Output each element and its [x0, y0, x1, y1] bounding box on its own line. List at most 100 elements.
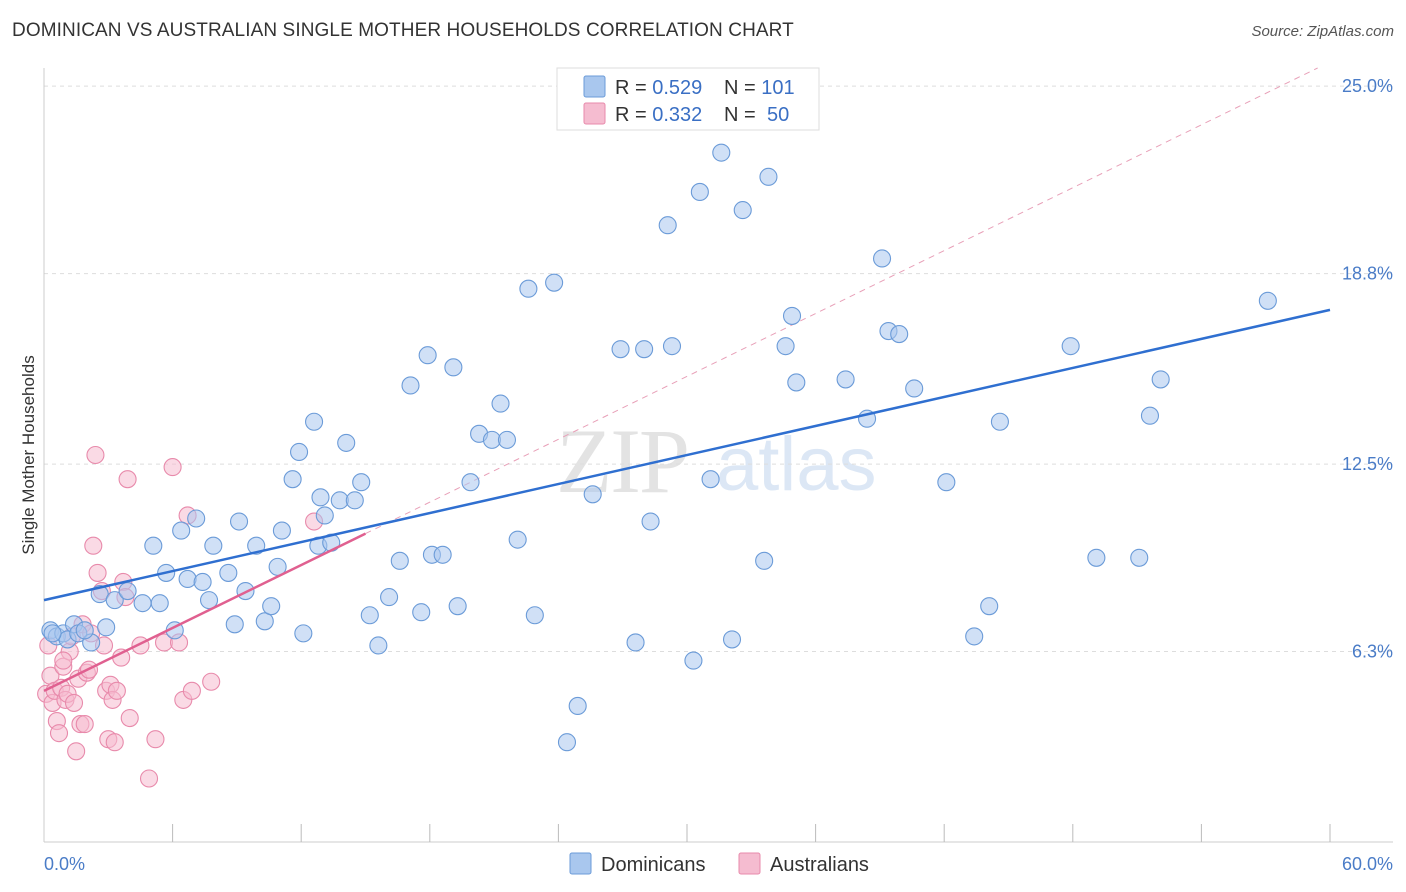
legend-r-label-2: R = — [615, 104, 652, 126]
data-point-dominicans — [836, 370, 855, 389]
legend-row-1: R = 0.529 N = 101 — [615, 77, 795, 99]
data-point-australians — [202, 672, 221, 691]
data-point-dominicans — [482, 430, 502, 449]
data-point-dominicans — [990, 412, 1009, 431]
data-point-dominicans — [380, 588, 399, 607]
data-point-dominicans — [787, 373, 806, 392]
data-point-dominicans — [193, 572, 212, 592]
data-point-dominicans — [294, 624, 313, 643]
data-point-dominicans — [557, 733, 577, 752]
data-point-dominicans — [178, 569, 197, 589]
data-point-australians — [112, 648, 131, 667]
data-point-dominicans — [290, 442, 309, 462]
data-point-dominicans — [1258, 291, 1277, 310]
data-point-dominicans — [641, 512, 660, 531]
data-point-dominicans — [150, 594, 169, 613]
data-point-australians — [182, 681, 201, 700]
data-point-australians — [120, 708, 139, 728]
data-point-dominicans — [390, 551, 409, 570]
data-point-dominicans — [255, 612, 274, 631]
data-point-australians — [105, 733, 124, 752]
data-point-dominicans — [172, 521, 191, 540]
data-point-dominicans — [937, 473, 956, 492]
correlation-legend: R = 0.529 N = 101 R = 0.332 N = 50 — [556, 67, 820, 131]
x-axis-ticks — [172, 824, 1331, 842]
data-point-dominicans — [568, 696, 587, 715]
data-point-dominicans — [611, 340, 630, 359]
data-point-dominicans — [1151, 370, 1170, 389]
data-point-australians — [64, 693, 84, 712]
trend-lines — [365, 67, 1318, 535]
data-point-dominicans — [722, 630, 742, 649]
data-point-dominicans — [133, 594, 152, 613]
data-point-dominicans — [144, 536, 163, 555]
data-point-dominicans — [759, 167, 778, 186]
data-point-dominicans — [1087, 548, 1106, 567]
bottom-legend-swatch-dominicans — [569, 852, 592, 875]
y-tick-label: 25.0% — [1342, 76, 1393, 96]
y-tick-label: 6.3% — [1352, 642, 1393, 662]
data-point-dominicans — [352, 473, 371, 492]
data-point-australians — [49, 724, 69, 743]
trend-line-dominicans — [43, 308, 1331, 602]
grid-lines — [44, 85, 1393, 653]
data-point-dominicans — [1130, 548, 1149, 567]
data-point-dominicans — [1061, 337, 1080, 356]
data-point-dominicans — [755, 551, 774, 570]
data-point-australians — [84, 536, 103, 555]
data-point-dominicans — [283, 470, 302, 489]
legend-row-2: R = 0.332 N = 50 — [615, 104, 789, 126]
data-point-dominicans — [519, 279, 538, 298]
legend-r-value-2: 0.332 — [652, 104, 702, 126]
data-point-dominicans — [508, 530, 527, 549]
data-point-australians — [107, 681, 126, 700]
data-point-dominicans — [97, 618, 116, 637]
data-point-australians — [139, 769, 159, 788]
x-tick-label-min: 0.0% — [44, 854, 85, 874]
data-point-dominicans — [345, 491, 364, 510]
data-point-australians — [146, 730, 165, 749]
data-point-australians — [75, 715, 94, 734]
data-point-dominicans — [444, 358, 463, 377]
data-point-dominicans — [247, 536, 266, 555]
legend-r-value-1: 0.529 — [652, 77, 702, 99]
trend-line-australians-extended — [365, 67, 1318, 535]
data-point-dominicans — [690, 182, 709, 202]
data-point-dominicans — [733, 201, 752, 220]
data-point-australians — [118, 470, 137, 489]
chart-source: Source: ZipAtlas.com — [1251, 23, 1394, 40]
watermark: ZIP atlas — [556, 410, 877, 512]
data-point-dominicans — [497, 430, 517, 449]
data-point-dominicans — [199, 591, 219, 610]
data-point-dominicans — [219, 563, 238, 582]
data-point-australians — [67, 742, 86, 761]
data-point-dominicans — [583, 485, 602, 504]
data-point-dominicans — [229, 512, 249, 531]
data-point-australians — [88, 563, 107, 582]
data-point-dominicans — [337, 433, 356, 452]
data-point-australians — [163, 458, 182, 477]
data-point-dominicans — [980, 597, 999, 616]
data-point-dominicans — [635, 340, 654, 359]
data-point-dominicans — [684, 651, 703, 670]
legend-n-value-1: 101 — [761, 77, 794, 99]
data-point-dominicans — [433, 545, 452, 564]
data-point-dominicans — [360, 606, 379, 625]
bottom-legend-label-dominicans: Dominicans — [601, 854, 705, 876]
data-point-dominicans — [75, 621, 94, 640]
legend-swatch-blue — [583, 75, 606, 98]
data-point-dominicans — [204, 536, 223, 555]
data-point-dominicans — [658, 216, 677, 235]
x-tick-label-max: 60.0% — [1342, 854, 1393, 874]
data-point-dominicans — [272, 521, 291, 540]
data-point-dominicans — [43, 624, 62, 643]
data-point-dominicans — [491, 394, 510, 413]
y-tick-label: 12.5% — [1342, 454, 1393, 474]
data-point-dominicans — [369, 636, 388, 655]
data-point-dominicans — [305, 412, 324, 431]
data-point-dominicans — [626, 633, 645, 652]
data-point-dominicans — [330, 491, 349, 510]
data-point-dominicans — [225, 615, 244, 634]
axes — [43, 68, 1393, 843]
